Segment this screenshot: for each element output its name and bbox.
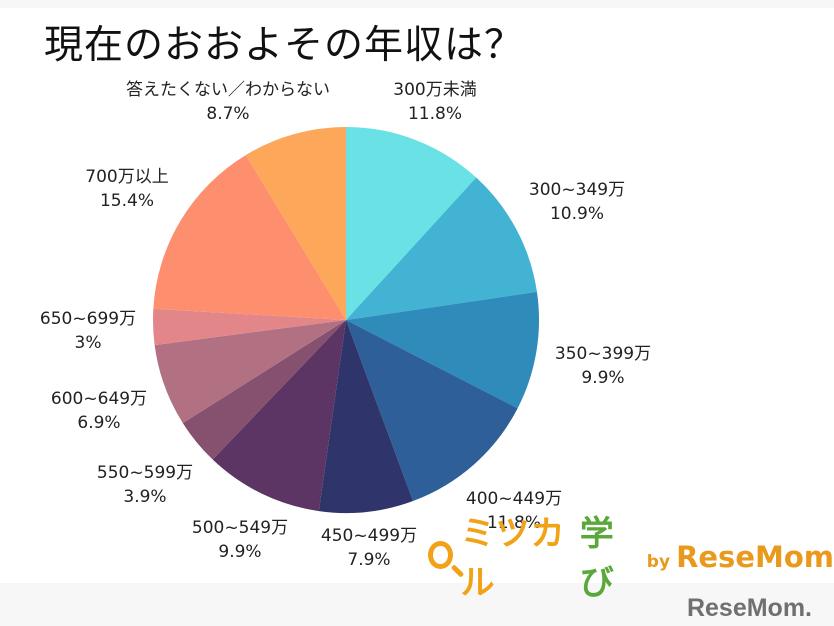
mitsukaru-manabi-logo: ミツカル 学び by ReseMom <box>428 514 834 603</box>
slice-category: 350~399万 <box>554 344 652 364</box>
logo-by: by <box>646 552 671 572</box>
slice-label: 答えたくない／わからない 8.7% <box>126 78 330 126</box>
pie-slice <box>153 155 346 320</box>
logo-mitsukaru: ミツカル <box>460 514 566 603</box>
pie-slice <box>346 320 518 501</box>
slice-label: 350~399万 9.9% <box>555 342 651 390</box>
pie-slice <box>346 127 477 320</box>
pie-slice <box>182 320 346 460</box>
resemom-footer-logo: ReseMom. <box>686 594 812 622</box>
pie-slice <box>346 291 540 409</box>
slice-percent: 7.9% <box>347 550 391 570</box>
slice-category: 650~699万 <box>39 309 137 329</box>
pie-slice <box>212 320 346 512</box>
slice-label: 450~499万 7.9% <box>321 524 417 572</box>
slice-category: 300万未満 <box>393 80 477 100</box>
slice-label: 550~599万 3.9% <box>97 461 193 509</box>
slice-percent: 11.8% <box>486 513 542 533</box>
slice-percent: 8.7% <box>206 104 250 124</box>
slice-percent: 3.9% <box>123 487 167 507</box>
slice-percent: 3% <box>74 333 102 353</box>
logo-resemom: ReseMom <box>676 540 834 574</box>
slice-percent: 15.4% <box>99 191 155 211</box>
slice-category: 答えたくない／わからない <box>126 80 330 100</box>
pie-slice <box>245 127 346 320</box>
slice-category: 450~499万 <box>320 526 418 546</box>
slice-label: 400~449万 11.8% <box>466 487 562 535</box>
slice-label: 300~349万 10.9% <box>529 178 625 226</box>
slice-percent: 11.8% <box>407 104 463 124</box>
slice-label: 650~699万 3% <box>40 307 136 355</box>
slice-category: 300~349万 <box>528 180 626 200</box>
pie-slice <box>153 308 346 346</box>
slice-percent: 9.9% <box>218 542 262 562</box>
slice-label: 600~649万 6.9% <box>51 387 147 435</box>
slice-category: 600~649万 <box>50 389 148 409</box>
slice-category: 550~599万 <box>96 463 194 483</box>
logo-manabi: 学び <box>579 514 614 603</box>
slice-label: 700万以上 15.4% <box>85 165 168 213</box>
slice-label: 500~549万 9.9% <box>192 516 288 564</box>
slice-percent: 9.9% <box>581 368 625 388</box>
pie-slice <box>346 177 537 320</box>
slice-percent: 6.9% <box>77 413 121 433</box>
slice-category: 400~449万 <box>465 489 563 509</box>
pie-slice <box>154 320 346 424</box>
slice-category: 700万以上 <box>85 167 169 187</box>
slice-percent: 10.9% <box>549 204 605 224</box>
chart-title: 現在のおおよその年収は？ <box>44 23 525 68</box>
slice-category: 500~549万 <box>191 518 289 538</box>
magnifier-icon <box>428 541 453 569</box>
pie-slice <box>318 320 414 514</box>
slice-label: 300万未満 11.8% <box>393 78 476 126</box>
